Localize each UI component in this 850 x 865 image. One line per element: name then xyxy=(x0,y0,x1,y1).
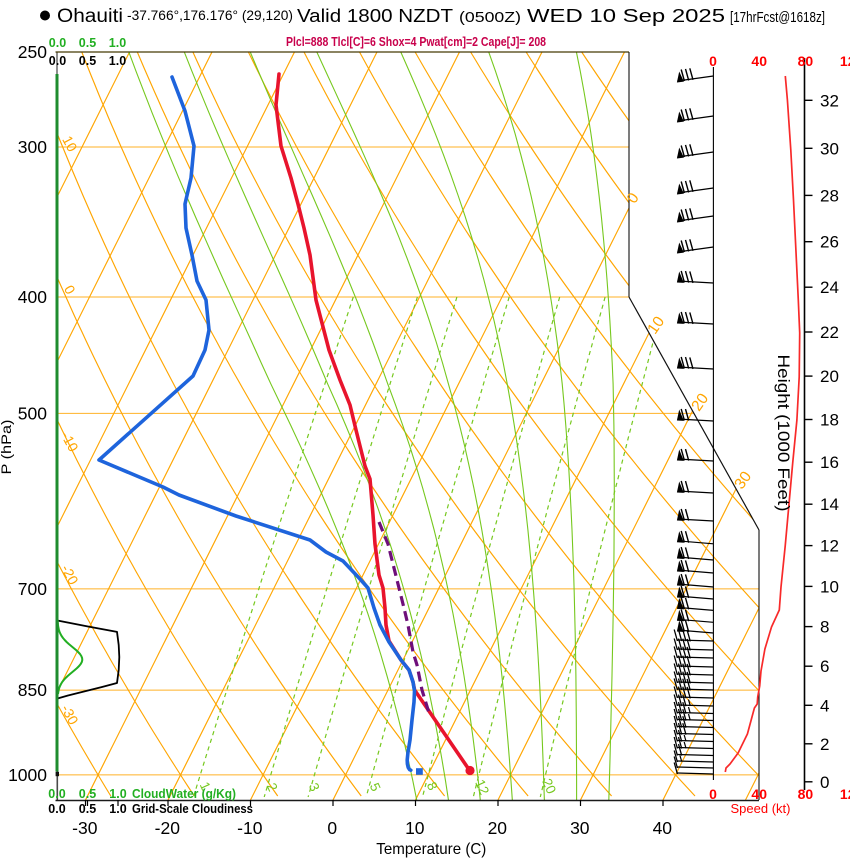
svg-text:250: 250 xyxy=(18,42,47,62)
svg-text:10: 10 xyxy=(405,818,425,838)
svg-text:32: 32 xyxy=(820,91,839,110)
svg-text:0.5: 0.5 xyxy=(79,54,96,68)
svg-text:24: 24 xyxy=(820,278,839,297)
svg-text:120: 120 xyxy=(840,786,850,802)
svg-text:500: 500 xyxy=(18,403,47,423)
svg-text:6: 6 xyxy=(820,657,829,676)
svg-text:28: 28 xyxy=(820,186,839,205)
svg-text:4: 4 xyxy=(820,696,829,715)
svg-text:P (hPa): P (hPa) xyxy=(0,420,14,475)
svg-text:Plcl=888 Tlcl[C]=6 Shox=4 Pwat: Plcl=888 Tlcl[C]=6 Shox=4 Pwat[cm]=2 Cap… xyxy=(286,35,546,49)
svg-text:1000: 1000 xyxy=(8,765,47,785)
svg-text:0.0: 0.0 xyxy=(49,36,66,50)
svg-text:0.0: 0.0 xyxy=(49,54,66,68)
svg-text:WED 10 Sep 2025: WED 10 Sep 2025 xyxy=(527,6,725,26)
svg-text:Valid 1800 NZDT: Valid 1800 NZDT xyxy=(297,6,453,26)
svg-text:26: 26 xyxy=(820,233,839,252)
svg-text:CloudWater (g/Kg): CloudWater (g/Kg) xyxy=(132,787,236,801)
svg-text:22: 22 xyxy=(820,323,839,342)
svg-text:40: 40 xyxy=(653,818,673,838)
svg-text:0.0: 0.0 xyxy=(48,787,65,801)
svg-text:30: 30 xyxy=(570,818,590,838)
svg-text:-30: -30 xyxy=(72,818,98,838)
svg-text:80: 80 xyxy=(798,786,814,802)
svg-text:18: 18 xyxy=(820,411,839,430)
svg-text:700: 700 xyxy=(18,579,47,599)
svg-text:0.0: 0.0 xyxy=(48,802,65,816)
svg-text:0.5: 0.5 xyxy=(79,36,96,50)
svg-text:0: 0 xyxy=(327,818,337,838)
svg-text:12: 12 xyxy=(820,537,839,556)
svg-text:0: 0 xyxy=(709,786,717,802)
svg-text:-37.766°,176.176° (29,120): -37.766°,176.176° (29,120) xyxy=(127,8,293,23)
svg-text:1.0: 1.0 xyxy=(109,787,126,801)
svg-text:Height (1000 Feet): Height (1000 Feet) xyxy=(774,355,792,512)
svg-text:850: 850 xyxy=(18,680,47,700)
svg-text:30: 30 xyxy=(820,139,839,158)
svg-text:20: 20 xyxy=(820,367,839,386)
svg-text:120: 120 xyxy=(840,53,850,69)
svg-text:2: 2 xyxy=(820,735,829,754)
svg-text:8: 8 xyxy=(820,618,829,637)
svg-text:Speed (kt): Speed (kt) xyxy=(731,801,791,816)
svg-text:(0500Z): (0500Z) xyxy=(459,9,521,26)
svg-text:14: 14 xyxy=(820,495,839,514)
svg-text:1.0: 1.0 xyxy=(109,36,126,50)
svg-text:-20: -20 xyxy=(155,818,181,838)
svg-text:Grid-Scale Cloudiness: Grid-Scale Cloudiness xyxy=(132,802,253,816)
svg-text:400: 400 xyxy=(18,287,47,307)
svg-text:10: 10 xyxy=(820,577,839,596)
svg-text:0: 0 xyxy=(709,53,717,69)
svg-text:0.5: 0.5 xyxy=(79,787,96,801)
svg-text:Temperature (C): Temperature (C) xyxy=(376,841,486,858)
svg-text:80: 80 xyxy=(798,53,814,69)
svg-text:Ohauiti: Ohauiti xyxy=(57,6,123,27)
svg-text:40: 40 xyxy=(751,53,767,69)
svg-text:1.0: 1.0 xyxy=(109,54,126,68)
svg-text:300: 300 xyxy=(18,137,47,157)
svg-text:0.5: 0.5 xyxy=(79,802,96,816)
svg-text:40: 40 xyxy=(751,786,767,802)
svg-text:0: 0 xyxy=(820,773,829,792)
svg-text:-10: -10 xyxy=(237,818,263,838)
svg-text:16: 16 xyxy=(820,453,839,472)
svg-text:20: 20 xyxy=(488,818,508,838)
svg-text:1.0: 1.0 xyxy=(109,802,126,816)
svg-text:[17hrFcst@1618z]: [17hrFcst@1618z] xyxy=(730,9,825,26)
